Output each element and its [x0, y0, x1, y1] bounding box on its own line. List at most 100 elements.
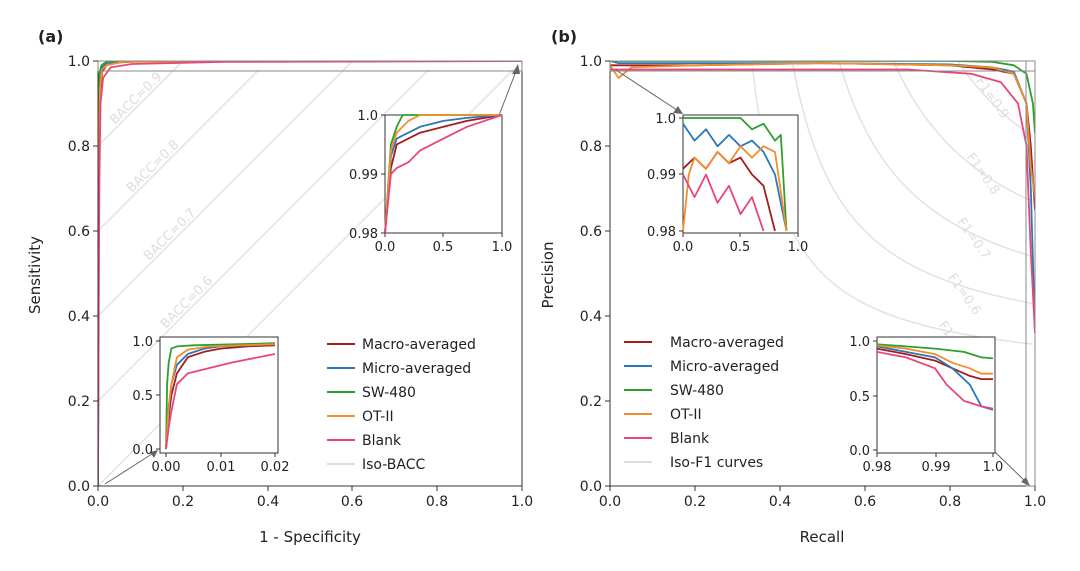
b-in1-xtick-1: 0.5: [730, 240, 751, 255]
a-in1-series-ot-ii: [384, 114, 502, 234]
a-xtick-1: 0.2: [172, 494, 194, 510]
a-ytick-5: 1.0: [68, 54, 90, 70]
panel-b-zoom-arrow-bottom: [994, 451, 1029, 485]
b-legend-label-2: SW-480: [670, 383, 724, 399]
b-in1-xtick-0: 0.0: [673, 240, 694, 255]
panel-b-inset-top-series: [682, 117, 788, 232]
panel-a-xticks: 0.0 0.2 0.4 0.6 0.8 1.0: [87, 486, 533, 510]
b-legend-label-1: Micro-averaged: [670, 359, 779, 375]
panel-b-inset-top: 0.0 0.5 1.0 0.98 0.99 1.0: [647, 112, 808, 255]
a-in1-series-micro-averaged: [384, 114, 503, 234]
b-ytick-3: 0.6: [580, 224, 602, 240]
a-legend-label-2: SW-480: [362, 385, 416, 401]
panel-a-legend: Macro-averaged Micro-averaged SW-480 OT-…: [327, 337, 476, 473]
a-iso-label-0: BACC=0.9: [107, 70, 165, 128]
b-in1-ytick-2: 1.0: [655, 112, 676, 127]
panel-b-zoom-arrow-top: [615, 69, 681, 113]
panel-a-xlabel: 1 - Specificity: [259, 528, 361, 546]
a-iso-label-2: BACC=0.7: [141, 206, 199, 264]
a-in2-xtick-1: 0.01: [207, 460, 236, 475]
a-iso-label-3: BACC=0.6: [158, 274, 216, 332]
a-in2-ytick-0: 0.0: [132, 443, 153, 458]
a-ytick-2: 0.4: [68, 309, 90, 325]
b-in2-xtick-1: 0.99: [922, 460, 951, 475]
b-iso-line-3: [791, 61, 1034, 305]
a-in1-xtick-0: 0.0: [375, 240, 396, 255]
b-iso-label-2: F1=0.7: [954, 215, 993, 262]
panel-b-label: (b): [551, 27, 577, 46]
b-ytick-5: 1.0: [580, 54, 602, 70]
a-in2-series-ot-ii: [165, 343, 276, 450]
panel-a-inset-bottom-series: [165, 342, 276, 450]
a-ytick-3: 0.6: [68, 224, 90, 240]
a-series-ot-ii: [98, 61, 522, 486]
b-ytick-2: 0.4: [580, 309, 602, 325]
panel-b-inset-bottom: 0.98 0.99 1.0 0.0 0.5 1.0: [849, 335, 1003, 475]
panel-a-inset-bottom-frame: [159, 336, 279, 454]
a-xtick-3: 0.6: [341, 494, 363, 510]
b-in2-ytick-1: 0.5: [849, 390, 870, 405]
b-xtick-5: 1.0: [1024, 494, 1046, 510]
panel-b-legend: Macro-averaged Micro-averaged SW-480 OT-…: [624, 335, 784, 471]
panel-a-zoom-arrow-bottom: [104, 451, 156, 485]
panel-a-yticks: 0.0 0.2 0.4 0.6 0.8 1.0: [68, 54, 98, 495]
panel-a-zoom-arrowhead-top: [512, 64, 520, 74]
a-ytick-1: 0.2: [68, 394, 90, 410]
b-ytick-1: 0.2: [580, 394, 602, 410]
panel-a-zoom-arrowhead-bottom: [150, 450, 158, 458]
b-legend-label-0: Macro-averaged: [670, 335, 784, 351]
panel-a-inset-top-series: [384, 114, 503, 234]
b-iso-label-1: F1=0.8: [963, 150, 1002, 197]
panel-a-ylabel: Sensitivity: [26, 236, 44, 314]
b-xtick-4: 0.8: [939, 494, 961, 510]
b-series-macro-averaged: [610, 62, 1035, 210]
panel-b-inset-top-frame: [682, 114, 799, 234]
panel-a-inset-bottom: 0.00 0.01 0.02 0.0 0.5 1.0: [132, 335, 289, 475]
b-legend-label-4: Blank: [670, 431, 710, 447]
b-in2-ytick-2: 1.0: [849, 335, 870, 350]
a-iso-line-0: [98, 61, 184, 147]
b-in2-series-sw-480: [876, 343, 994, 360]
a-in1-ytick-1: 0.99: [349, 168, 378, 183]
b-in1-ytick-1: 0.99: [647, 168, 676, 183]
a-in1-xtick-2: 1.0: [492, 240, 513, 255]
a-xtick-0: 0.0: [87, 494, 109, 510]
b-series-blank: [610, 68, 1035, 334]
a-in1-ytick-0: 0.98: [349, 227, 378, 242]
a-iso-line-1: [98, 68, 260, 232]
panel-b-xlabel: Recall: [800, 528, 845, 546]
b-in2-series-blank: [876, 351, 994, 410]
panel-a-inset-top: 0.0 0.5 1.0 0.98 0.99 1.0: [349, 109, 512, 255]
a-iso-line-2: [98, 61, 353, 317]
panel-b-inset-bottom-series: [876, 343, 994, 411]
b-xtick-2: 0.4: [769, 494, 791, 510]
a-legend-label-3: OT-II: [362, 409, 394, 425]
a-series-blank: [98, 61, 522, 486]
b-in2-xtick-2: 1.0: [983, 460, 1004, 475]
b-legend-label-5: Iso-F1 curves: [670, 455, 763, 471]
a-iso-line-3: [98, 68, 430, 402]
a-legend-label-1: Micro-averaged: [362, 361, 471, 377]
panel-a-label: (a): [38, 27, 63, 46]
a-ytick-4: 0.8: [68, 139, 90, 155]
b-ytick-0: 0.0: [580, 479, 602, 495]
b-in2-ytick-0: 0.0: [849, 444, 870, 459]
a-in2-xtick-0: 0.00: [152, 460, 181, 475]
b-in1-series-blank: [682, 173, 765, 232]
b-in2-xtick-0: 0.98: [863, 460, 892, 475]
panel-a-zoom-arrow-top: [497, 65, 519, 119]
panel-b-yticks: 0.0 0.2 0.4 0.6 0.8 1.0: [580, 54, 610, 495]
b-legend-label-3: OT-II: [670, 407, 702, 423]
a-legend-label-4: Blank: [362, 433, 402, 449]
a-xtick-4: 0.8: [426, 494, 448, 510]
a-in2-series-sw-480: [165, 342, 276, 450]
b-iso-line-1: [892, 61, 1034, 203]
a-xtick-2: 0.4: [257, 494, 279, 510]
b-in1-series-micro-averaged: [682, 123, 788, 232]
a-xtick-5: 1.0: [511, 494, 533, 510]
panel-a-inset-top-frame: [384, 114, 503, 234]
b-iso-line-2: [838, 61, 1034, 258]
b-in1-series-sw-480: [683, 117, 788, 232]
a-in1-series-blank: [384, 114, 503, 234]
b-in1-series-ot-ii: [682, 145, 788, 232]
